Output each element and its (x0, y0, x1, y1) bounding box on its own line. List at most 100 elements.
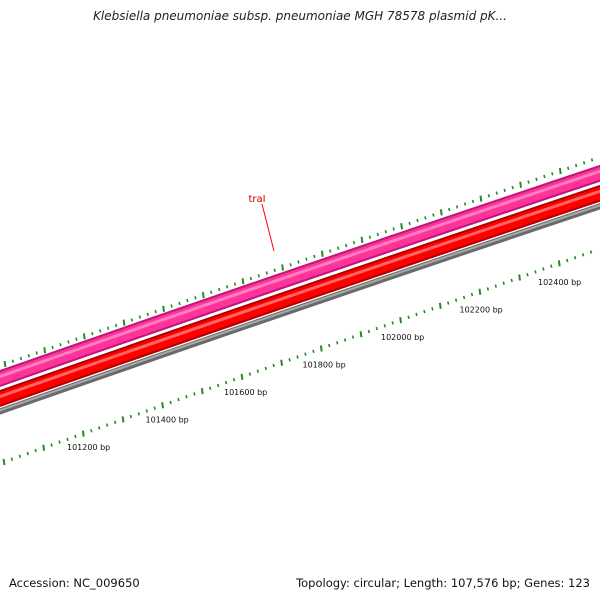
ruler-tick-minor (343, 338, 347, 342)
outer-tick-minor (210, 290, 213, 295)
ruler-tick-minor (407, 315, 410, 320)
outer-tick-minor (543, 174, 546, 179)
topology-summary: Topology: circular; Length: 107,576 bp; … (296, 576, 590, 590)
outer-tick-minor (249, 276, 253, 281)
ruler-tick-minor (193, 392, 196, 396)
outer-tick-minor (487, 194, 491, 198)
outer-tick-minor (392, 227, 395, 231)
backbone-line-highlight (0, 204, 600, 412)
ruler-tick-minor (462, 295, 466, 300)
outer-tick-minor (11, 359, 15, 363)
outer-tick-major (281, 264, 284, 271)
ruler-label: 101400 bp (146, 416, 189, 425)
outer-tick-minor (567, 166, 570, 171)
outer-tick-minor (170, 304, 173, 308)
ruler-tick-minor (542, 267, 545, 271)
ruler-tick-minor (494, 284, 497, 288)
outer-tick-major (479, 195, 483, 202)
ruler-tick-major (438, 302, 442, 310)
outer-tick-minor (424, 216, 427, 220)
outer-tick-minor (178, 301, 181, 306)
outer-tick-minor (511, 185, 514, 190)
outer-tick-minor (19, 356, 23, 361)
gene-label-trai[interactable]: traI (248, 194, 265, 205)
outer-tick-ring (3, 158, 594, 368)
ruler-tick-minor (50, 443, 53, 447)
outer-tick-minor (225, 285, 229, 289)
outer-tick-minor (352, 240, 356, 245)
ruler-tick-minor (328, 343, 331, 348)
ruler-tick-major (200, 387, 204, 395)
outer-tick-minor (408, 221, 411, 226)
outer-tick-minor (186, 298, 189, 303)
ruler-tick-major (161, 402, 164, 409)
ruler-tick-minor (423, 309, 426, 314)
outer-tick-major (519, 181, 522, 188)
outer-tick-major (122, 319, 126, 326)
outer-tick-major (360, 236, 364, 244)
ruler-tick-minor (185, 394, 188, 399)
ruler-tick-minor (209, 386, 212, 390)
ruler-tick-minor (177, 397, 180, 402)
outer-tick-minor (67, 340, 70, 344)
ruler-tick-minor (534, 270, 537, 274)
outer-tick-minor (344, 243, 348, 248)
ruler-tick-major (319, 345, 323, 352)
ruler-tick-minor (296, 355, 299, 359)
outer-tick-minor (130, 318, 134, 322)
ruler-tick-minor (550, 264, 553, 268)
ruler-tick-minor (248, 372, 252, 376)
ruler-labels: 101200 bp 101400 bp 101600 bp 101800 bp 1020… (67, 278, 581, 452)
outer-tick-minor (448, 207, 451, 212)
ruler-tick-minor (431, 307, 434, 311)
outer-tick-minor (257, 274, 260, 278)
ruler-tick-minor (66, 437, 69, 442)
outer-tick-major (43, 347, 47, 354)
cds-band[interactable] (0, 187, 600, 405)
ruler-tick-minor (510, 278, 513, 283)
outer-tick-major (82, 333, 86, 340)
ruler-tick-major (557, 260, 561, 267)
ruler-tick-minor (58, 440, 61, 444)
outer-tick-minor (106, 326, 110, 330)
ruler-label: 101800 bp (303, 361, 346, 370)
outer-tick-major (3, 360, 7, 368)
outer-tick-major (320, 250, 324, 257)
ruler-label: 102400 bp (538, 278, 581, 287)
ruler-tick-minor (526, 272, 529, 277)
outer-tick-minor (27, 353, 30, 358)
outer-tick-minor (337, 246, 340, 250)
ruler-tick-minor (447, 301, 450, 305)
ruler-tick-minor (18, 454, 22, 459)
ruler-label: 101200 bp (67, 443, 110, 452)
ruler-tick-major (359, 331, 363, 338)
ruler-label: 102000 bp (381, 333, 424, 342)
feature-band[interactable] (0, 167, 600, 385)
outer-tick-major (558, 167, 562, 175)
outer-tick-minor (91, 331, 94, 336)
ruler-tick-minor (288, 358, 291, 362)
ruler-tick-minor (581, 253, 585, 257)
outer-tick-minor (535, 177, 538, 182)
ruler-tick-minor (224, 380, 228, 385)
ruler-tick-minor (573, 255, 577, 260)
ruler-tick-minor (415, 312, 418, 317)
ruler-tick-major (121, 416, 125, 423)
ruler-tick-minor (566, 258, 569, 263)
outer-tick-minor (495, 191, 498, 195)
ruler-tick-minor (375, 326, 378, 331)
outer-tick-minor (233, 282, 237, 286)
outer-tick-minor (75, 337, 78, 341)
accession-label: Accession: NC_009650 (9, 576, 140, 590)
ruler-label: 101600 bp (224, 388, 267, 397)
outer-tick-minor (114, 323, 118, 328)
outer-tick-minor (432, 213, 435, 217)
ruler-tick-minor (589, 250, 593, 254)
ruler-tick-major (42, 444, 46, 451)
ruler-tick-minor (367, 329, 371, 334)
outer-tick-minor (574, 163, 578, 168)
outer-tick-minor (368, 235, 372, 239)
outer-tick-minor (51, 345, 54, 350)
outer-tick-minor (376, 232, 379, 237)
ruler-tick-minor (264, 366, 267, 371)
